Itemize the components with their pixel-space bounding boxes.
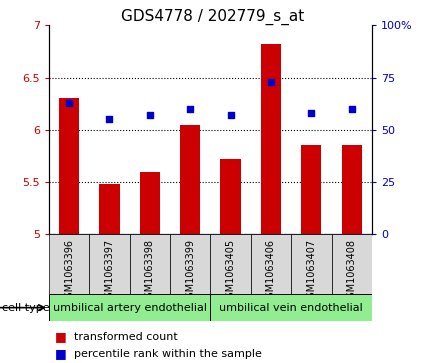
Point — [106, 117, 113, 122]
Text: GDS4778 / 202779_s_at: GDS4778 / 202779_s_at — [121, 9, 304, 25]
Bar — [49, 234, 89, 294]
Text: GSM1063405: GSM1063405 — [226, 239, 235, 304]
Bar — [342, 146, 362, 234]
Bar — [140, 172, 160, 234]
Point — [227, 112, 234, 118]
Text: umbilical vein endothelial: umbilical vein endothelial — [219, 303, 363, 313]
Text: GSM1063399: GSM1063399 — [185, 239, 195, 304]
Point — [146, 112, 153, 118]
Point — [267, 79, 274, 85]
Bar — [180, 125, 200, 234]
Bar — [49, 294, 210, 321]
Text: GSM1063407: GSM1063407 — [306, 239, 316, 304]
Point — [65, 100, 72, 106]
Text: percentile rank within the sample: percentile rank within the sample — [74, 349, 262, 359]
Bar — [210, 294, 372, 321]
Bar — [210, 234, 251, 294]
Bar — [301, 146, 321, 234]
Point — [187, 106, 193, 112]
Bar — [221, 159, 241, 234]
Bar — [170, 234, 210, 294]
Text: GSM1063396: GSM1063396 — [64, 239, 74, 304]
Bar — [89, 234, 130, 294]
Text: GSM1063406: GSM1063406 — [266, 239, 276, 304]
Text: GSM1063398: GSM1063398 — [145, 239, 155, 304]
Point — [348, 106, 355, 112]
Text: transformed count: transformed count — [74, 332, 178, 342]
Bar — [332, 234, 372, 294]
Bar — [130, 234, 170, 294]
Bar — [99, 184, 119, 234]
Bar — [261, 44, 281, 234]
Text: umbilical artery endothelial: umbilical artery endothelial — [53, 303, 207, 313]
Bar — [291, 234, 332, 294]
Point — [308, 110, 314, 116]
Text: GSM1063397: GSM1063397 — [105, 239, 114, 304]
Text: GSM1063408: GSM1063408 — [347, 239, 357, 304]
Text: ■: ■ — [55, 330, 67, 343]
Text: cell type: cell type — [2, 303, 50, 313]
Text: ■: ■ — [55, 347, 67, 360]
Bar — [59, 98, 79, 234]
Bar — [251, 234, 291, 294]
